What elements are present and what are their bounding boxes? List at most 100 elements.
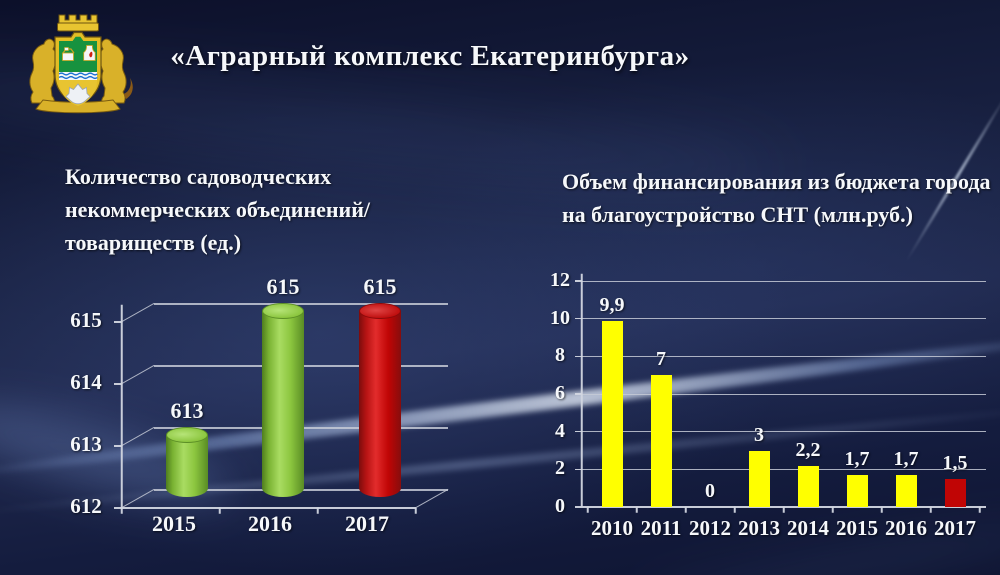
y-axis-tick-mark <box>114 383 122 385</box>
bar <box>797 465 819 507</box>
bar <box>650 375 672 507</box>
x-axis-category-label: 2015 <box>836 516 878 540</box>
right-sable-supporter <box>98 38 127 104</box>
y-axis-tick-label: 8 <box>555 344 565 367</box>
bar-value-label: 1,5 <box>942 451 968 474</box>
bar-value-label: 0 <box>705 480 715 502</box>
x-axis-tick-mark <box>415 508 417 514</box>
x-axis-tick-mark <box>684 507 687 513</box>
bar <box>895 474 917 507</box>
cylinder-bar-body <box>262 311 304 497</box>
bar-value-label: 2,2 <box>795 438 821 461</box>
y-axis-tick-label: 615 <box>70 308 102 332</box>
x-axis-category-label: 2016 <box>248 511 292 536</box>
bar <box>944 478 966 507</box>
bar <box>748 450 770 507</box>
cylinder-bar-body <box>166 435 208 497</box>
gridline-3d-diagonal <box>121 427 155 447</box>
bar <box>846 474 868 507</box>
bar-value-label: 9,9 <box>599 293 625 316</box>
count-chart-plot: 615 614 613 612 613 2015 615 2016 615 2017 <box>60 274 460 555</box>
x-axis-category-label: 2010 <box>591 516 633 540</box>
x-axis-category-label: 2011 <box>640 516 682 540</box>
y-axis-tick-label: 614 <box>70 370 102 394</box>
y-axis-tick-label: 613 <box>70 432 102 456</box>
y-axis-tick-mark <box>575 355 582 358</box>
x-axis-tick-mark <box>121 508 123 514</box>
y-axis-tick-mark <box>575 430 582 433</box>
bar-value-label: 615 <box>266 274 300 299</box>
x-axis-tick-mark <box>317 508 319 514</box>
y-axis-tick-mark <box>575 468 582 471</box>
gridline <box>582 468 986 470</box>
x-axis-tick-mark <box>219 508 221 514</box>
y-axis-tick-mark <box>114 321 122 323</box>
gridline <box>582 431 986 433</box>
mine-winch-icon <box>62 47 75 61</box>
cylinder-bar-top <box>262 303 304 319</box>
gridline <box>582 280 986 282</box>
x-axis-tick-mark <box>635 507 638 513</box>
left-bear-supporter <box>29 38 58 104</box>
x-axis-category-label: 2017 <box>345 511 389 536</box>
bar-value-label: 615 <box>363 274 397 299</box>
floor-right-edge <box>415 489 449 509</box>
x-axis-category-label: 2015 <box>152 511 196 536</box>
y-axis-tick-mark <box>114 445 122 447</box>
furnace-icon <box>83 45 96 61</box>
x-axis-category-label: 2013 <box>738 516 780 540</box>
y-axis-tick-label: 12 <box>550 269 570 291</box>
river-wave <box>58 72 98 76</box>
x-axis-tick-mark <box>831 507 834 513</box>
x-axis-tick-mark <box>880 507 883 513</box>
crown-icon <box>57 14 99 32</box>
cylinder-bar-body <box>359 311 401 497</box>
pedestal <box>35 99 121 114</box>
gridline <box>582 393 986 395</box>
x-axis-line <box>122 507 416 509</box>
gridline-3d-diagonal <box>121 365 155 385</box>
bar-value-label: 613 <box>170 398 204 423</box>
x-axis-category-label: 2012 <box>689 516 731 540</box>
y-axis-tick-mark <box>575 280 582 282</box>
y-axis-tick-mark <box>114 507 122 509</box>
crystal-druse <box>65 83 91 105</box>
river-wave <box>58 75 98 80</box>
y-axis-tick-mark <box>575 506 582 508</box>
bar-value-label: 3 <box>754 423 764 446</box>
financing-chart-plot: 0 2 4 6 8 10 12 9,9 2010 7 2011 0 2012 3 2013 2,2 2014 1,… <box>545 260 1000 560</box>
y-axis-tick-label: 10 <box>550 306 570 329</box>
cylinder-bar-top <box>166 427 208 443</box>
shield-river-band <box>59 72 97 80</box>
y-axis-tick-label: 6 <box>555 382 565 404</box>
y-axis-tick-mark <box>575 317 582 320</box>
count-chart-title: Количество садоводческих некоммерческих … <box>65 164 371 255</box>
financing-chart-title: Объем финансирования из бюджета города н… <box>562 169 991 227</box>
gridline-3d-diagonal <box>121 489 155 509</box>
bar-value-label: 1,7 <box>844 447 870 470</box>
bar-value-label: 7 <box>656 348 666 371</box>
x-axis-category-label: 2017 <box>934 516 976 540</box>
gridline <box>582 318 986 320</box>
slide-title: «Аграрный комплекс Екатеринбурга» <box>170 40 690 72</box>
bar-value-label: 1,7 <box>893 447 919 470</box>
sable-tail <box>124 78 133 99</box>
y-axis-line <box>121 305 123 508</box>
x-axis-tick-mark <box>782 507 785 513</box>
x-axis-category-label: 2014 <box>787 516 829 540</box>
cylinder-bar-top <box>359 303 401 319</box>
bar <box>601 320 623 507</box>
y-axis-tick-label: 2 <box>555 457 565 480</box>
x-axis-category-label: 2016 <box>885 516 927 540</box>
y-axis-tick-mark <box>575 393 582 395</box>
gridline <box>582 355 986 357</box>
y-axis-tick-label: 4 <box>555 419 565 442</box>
yekaterinburg-coat-of-arms-icon <box>29 14 133 114</box>
x-axis-tick-mark <box>929 507 932 513</box>
y-axis-tick-label: 0 <box>555 495 565 517</box>
x-axis-tick-mark <box>733 507 736 513</box>
gridline-3d-horizontal <box>154 303 448 305</box>
x-axis-tick-mark <box>978 507 981 513</box>
x-axis-tick-mark <box>586 507 589 513</box>
